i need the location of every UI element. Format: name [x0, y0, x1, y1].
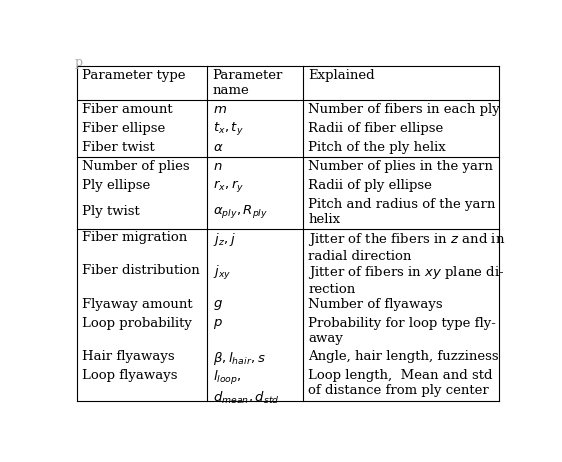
Text: Radii of ply ellipse: Radii of ply ellipse — [309, 179, 432, 192]
Text: $m$: $m$ — [212, 103, 226, 116]
Text: Flyaway amount: Flyaway amount — [82, 298, 193, 311]
Text: $j_z,j$: $j_z,j$ — [212, 231, 235, 248]
Text: Pitch of the ply helix: Pitch of the ply helix — [309, 141, 446, 154]
Text: Jitter of the fibers in $z$ and in
radial direction: Jitter of the fibers in $z$ and in radia… — [309, 231, 506, 263]
Text: Number of flyaways: Number of flyaways — [309, 298, 443, 311]
Text: $\alpha_{ply}, R_{ply}$: $\alpha_{ply}, R_{ply}$ — [212, 203, 268, 220]
Text: Explained: Explained — [309, 68, 375, 81]
Text: Loop flyaways: Loop flyaways — [82, 370, 178, 383]
Text: Fiber distribution: Fiber distribution — [82, 264, 200, 277]
Text: Hair flyaways: Hair flyaways — [82, 350, 175, 363]
Text: Ply ellipse: Ply ellipse — [82, 179, 150, 192]
Text: Fiber migration: Fiber migration — [82, 231, 187, 244]
Text: $t_x, t_y$: $t_x, t_y$ — [212, 120, 243, 137]
Text: $j_{xy}$: $j_{xy}$ — [212, 264, 231, 282]
Text: $p$: $p$ — [212, 317, 223, 331]
Text: Loop probability: Loop probability — [82, 317, 192, 330]
Text: Number of plies: Number of plies — [82, 160, 189, 173]
Text: Ply twist: Ply twist — [82, 205, 140, 219]
Text: $g$: $g$ — [212, 298, 223, 312]
Text: Jitter of fibers in $xy$ plane di-
rection: Jitter of fibers in $xy$ plane di- recti… — [309, 264, 505, 296]
Text: Parameter type: Parameter type — [82, 68, 185, 81]
Text: p: p — [75, 56, 83, 69]
Text: Fiber amount: Fiber amount — [82, 103, 173, 116]
Text: Loop length,  Mean and std
of distance from ply center: Loop length, Mean and std of distance fr… — [309, 370, 493, 397]
Text: $\alpha$: $\alpha$ — [212, 141, 223, 154]
Text: Number of plies in the yarn: Number of plies in the yarn — [309, 160, 493, 173]
Text: Pitch and radius of the yarn
helix: Pitch and radius of the yarn helix — [309, 198, 496, 226]
Text: $l_{loop},$
$d_{mean}, d_{std}$: $l_{loop},$ $d_{mean}, d_{std}$ — [212, 370, 279, 406]
Text: $r_x, r_y$: $r_x, r_y$ — [212, 177, 244, 194]
Text: Angle, hair length, fuzziness: Angle, hair length, fuzziness — [309, 350, 499, 363]
Text: Probability for loop type fly-
away: Probability for loop type fly- away — [309, 317, 496, 345]
Text: $\beta, l_{hair}, s$: $\beta, l_{hair}, s$ — [212, 350, 265, 367]
Text: Parameter
name: Parameter name — [212, 68, 283, 97]
Text: $n$: $n$ — [212, 160, 222, 173]
Text: Radii of fiber ellipse: Radii of fiber ellipse — [309, 122, 444, 135]
Text: Fiber ellipse: Fiber ellipse — [82, 122, 165, 135]
Text: Fiber twist: Fiber twist — [82, 141, 155, 154]
Text: Number of fibers in each ply: Number of fibers in each ply — [309, 103, 500, 116]
